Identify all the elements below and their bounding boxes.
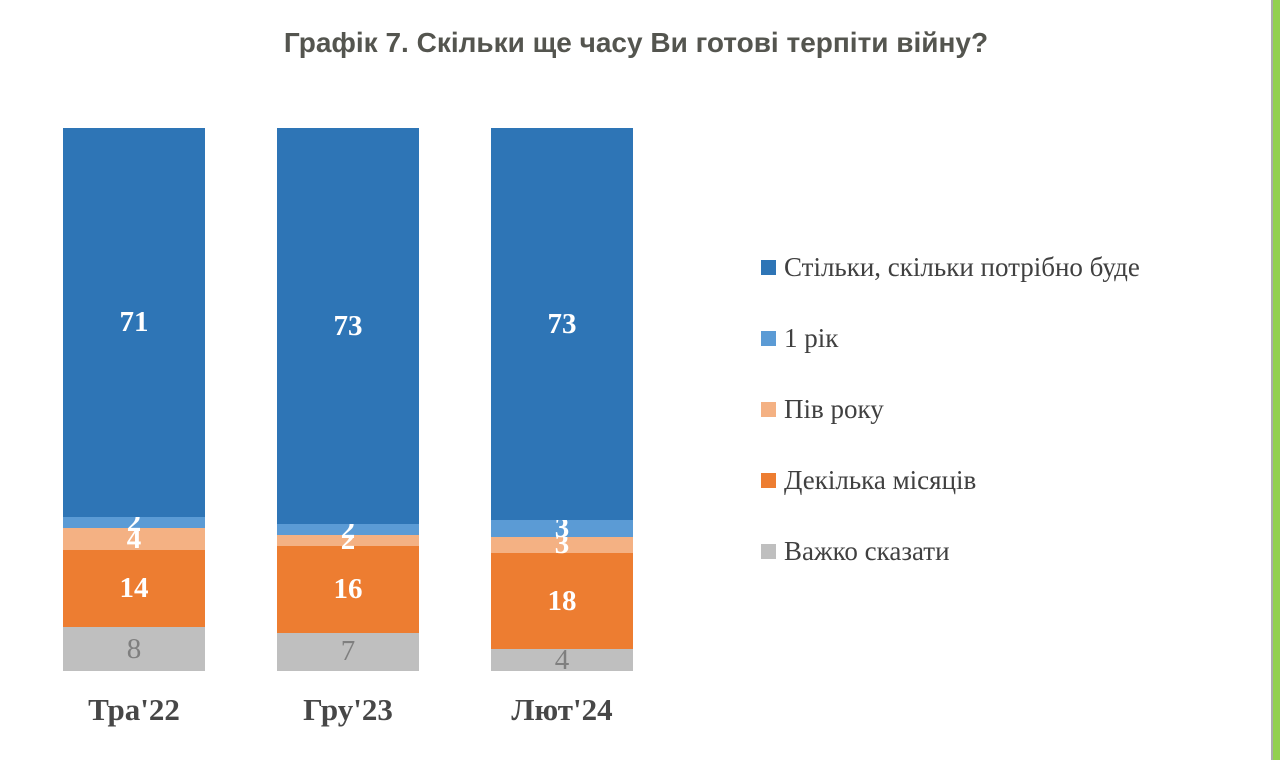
bar-value-label: 8 — [126, 632, 142, 665]
bar-column: 71 2 4 14 8 Тра'22 — [63, 128, 205, 728]
bar-value-label: 73 — [547, 307, 577, 340]
bar-value-label: 73 — [333, 309, 363, 342]
legend-item: 1 рік — [761, 323, 1140, 353]
bar-segment: 73 — [277, 128, 419, 525]
bar-segment: 18 — [491, 552, 633, 650]
bar-segment: 3 — [491, 530, 633, 559]
legend-label: Пів року — [784, 394, 884, 424]
legend-label: Декілька місяців — [784, 465, 977, 495]
category-label: Лют'24 — [511, 692, 613, 727]
legend-label: Стільки, скільки потрібно буде — [784, 252, 1140, 282]
legend-swatch — [761, 402, 776, 417]
right-border-accent — [1271, 0, 1280, 760]
bar-segment: 14 — [63, 550, 205, 628]
chart-legend: Стільки, скільки потрібно буде 1 рік Пів р… — [761, 252, 1140, 608]
legend-swatch — [761, 544, 776, 559]
bars-area: 71 2 4 14 8 Тра'22 73 2 2 16 7 Гру'23 73 3 3 18 4 Лют'24 — [63, 128, 633, 728]
stacked-bar: 73 3 3 18 4 — [491, 128, 633, 674]
legend-label: Важко сказати — [784, 536, 950, 566]
legend-swatch — [761, 260, 776, 275]
chart-title: Графік 7. Скільки ще часу Ви готові терп… — [283, 27, 989, 58]
bar-segment: 71 — [63, 128, 205, 518]
bar-value-label: 71 — [119, 306, 149, 339]
bar-value-label: 7 — [340, 635, 356, 668]
bar-value-label: 4 — [126, 522, 142, 555]
bar-segment: 4 — [63, 524, 205, 553]
stacked-bar: 73 2 2 16 7 — [277, 128, 419, 671]
stacked-bar: 71 2 4 14 8 — [63, 128, 205, 671]
bar-column: 73 2 2 16 7 Гру'23 — [277, 128, 419, 728]
bar-value-label: 3 — [554, 512, 570, 545]
legend-swatch — [761, 473, 776, 488]
bar-segment: 2 — [277, 515, 419, 544]
bar-segment: 73 — [491, 128, 633, 521]
legend-item: Стільки, скільки потрібно буде — [761, 252, 1140, 282]
bar-segment: 3 — [491, 514, 633, 543]
legend-item: Важко сказати — [761, 536, 1140, 566]
bar-segment: 2 — [63, 508, 205, 537]
bar-segment: 16 — [277, 546, 419, 633]
bar-segment: 8 — [63, 627, 205, 671]
bar-segment: 4 — [491, 645, 633, 674]
bar-value-label: 18 — [547, 584, 577, 617]
category-label: Гру'23 — [303, 692, 393, 727]
bar-segment: 7 — [277, 632, 419, 671]
legend-item: Пів року — [761, 394, 1140, 424]
legend-swatch — [761, 331, 776, 346]
bar-value-label: 3 — [554, 528, 570, 561]
bar-column: 73 3 3 18 4 Лют'24 — [491, 128, 633, 728]
category-label: Тра'22 — [88, 692, 180, 727]
legend-label: 1 рік — [784, 323, 839, 353]
bar-value-label: 4 — [554, 643, 570, 676]
bar-value-label: 14 — [119, 572, 149, 605]
legend-item: Декілька місяців — [761, 465, 1140, 495]
bar-value-label: 16 — [333, 573, 363, 606]
